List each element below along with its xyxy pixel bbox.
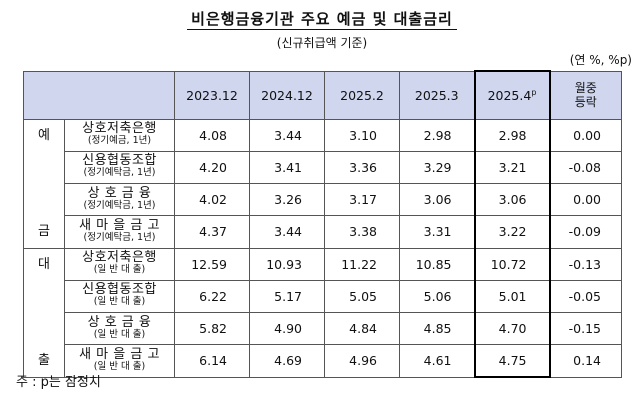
rate-cell: 11.22 [324, 247, 400, 281]
rate-cell: 3.38 [324, 215, 400, 249]
institution-cell: 상 호 금 융 (일 반 대 출) [64, 311, 175, 346]
institution-cell: 상 호 금 융 (정기예탁금, 1년) [64, 182, 175, 217]
rate-cell: 4.61 [399, 344, 475, 378]
rate-cell: 6.22 [174, 279, 250, 314]
change-cell: 0.00 [549, 118, 622, 152]
rate-cell: 4.69 [249, 344, 325, 378]
table-row: 예 금 상호저축은행 (정기예금, 1년) 4.08 3.44 3.10 2.98 2.98 0.… [23, 118, 622, 249]
table-row: 상 호 금 융 (정기예탁금, 1년) 4.02 3.26 3.17 3.06 3.06 0.… [24, 182, 622, 217]
footnote: 주 : p는 잠정치 [16, 375, 101, 390]
institution-product: (일 반 대 출) [93, 360, 146, 372]
institution-name: 상호저축은행 [82, 250, 157, 266]
table-row: 새 마 을 금 고 (정기예탁금, 1년) 4.37 3.44 3.38 3.31 3.22… [24, 215, 622, 249]
rate-cell: 3.36 [324, 150, 400, 185]
rate-cell: 4.84 [324, 311, 400, 346]
institution-product: (정기예탁금, 1년) [83, 199, 156, 211]
rate-cell: 3.21 [473, 150, 551, 185]
rate-cell: 10.93 [249, 247, 325, 281]
rate-cell: 3.22 [473, 215, 551, 249]
change-cell: 0.14 [549, 344, 622, 378]
change-cell: -0.05 [549, 279, 622, 314]
institution-cell: 새 마 을 금 고 (정기예탁금, 1년) [64, 215, 175, 249]
rate-cell: 6.14 [174, 344, 250, 378]
rate-cell: 5.05 [324, 279, 400, 314]
table-row: 신용협동조합 (일 반 대 출) 6.22 5.17 5.05 5.06 5.01 -0.05 [24, 279, 622, 314]
page-title: 비은행금융기관 주요 예금 및 대출금리 [0, 8, 644, 30]
change-cell: -0.09 [549, 215, 622, 249]
institution-name: 신용협동조합 [82, 153, 157, 169]
institution-name: 상호저축은행 [82, 121, 157, 137]
corner-cell [23, 70, 175, 120]
change-cell: -0.08 [549, 150, 622, 185]
rate-cell: 2.98 [473, 118, 551, 152]
institution-cell: 신용협동조합 (일 반 대 출) [64, 279, 175, 314]
rate-cell: 3.44 [249, 118, 325, 152]
rate-cell: 3.10 [324, 118, 400, 152]
institution-product: (일 반 대 출) [93, 296, 146, 308]
change-cell: -0.15 [549, 311, 622, 346]
institution-name: 새 마 을 금 고 [79, 217, 160, 233]
col-2024-12: 2024.12 [249, 70, 325, 120]
institution-name: 상 호 금 융 [87, 185, 152, 201]
header-row: 2023.12 2024.12 2025.2 2025.3 2025.4p 월중… [23, 70, 622, 120]
table-row: 신용협동조합 (정기예탁금, 1년) 4.20 3.41 3.36 3.29 3.21 -0.… [24, 150, 622, 185]
change-cell: -0.13 [549, 247, 622, 281]
rate-cell: 5.17 [249, 279, 325, 314]
table-row: 새 마 을 금 고 (일 반 대 출) 6.14 4.69 4.96 4.61 4.75 0.… [24, 344, 622, 379]
institution-cell: 신용협동조합 (정기예탁금, 1년) [64, 150, 175, 185]
institution-product: (일 반 대 출) [93, 264, 146, 276]
rate-cell: 4.85 [399, 311, 475, 346]
rate-cell: 3.29 [399, 150, 475, 185]
institution-cell: 상호저축은행 (일 반 대 출) [64, 247, 175, 281]
institution-product: (정기예탁금, 1년) [83, 167, 156, 179]
institution-cell: 새 마 을 금 고 (일 반 대 출) [64, 344, 175, 378]
col-2025-3: 2025.3 [399, 70, 475, 120]
rate-cell: 10.72 [473, 247, 551, 281]
rate-cell: 4.75 [473, 344, 551, 379]
rate-cell: 3.17 [324, 182, 400, 217]
rate-cell: 4.02 [174, 182, 250, 217]
institution-product: (일 반 대 출) [93, 328, 146, 340]
rate-cell: 4.70 [473, 311, 551, 346]
rate-cell: 4.96 [324, 344, 400, 378]
col-change: 월중 등락 [549, 70, 622, 120]
col-2023-12: 2023.12 [174, 70, 250, 120]
rate-cell: 3.06 [473, 182, 551, 217]
rate-cell: 5.06 [399, 279, 475, 314]
subtitle: (신규취급액 기준) [276, 36, 368, 50]
rate-cell: 2.98 [399, 118, 475, 152]
rate-cell: 5.82 [174, 311, 250, 346]
institution-product: (정기예탁금, 1년) [83, 231, 156, 243]
rate-cell: 4.20 [174, 150, 250, 185]
rate-cell: 10.85 [399, 247, 475, 281]
institution-name: 신용협동조합 [82, 282, 157, 298]
institution-name: 새 마 을 금 고 [79, 346, 160, 362]
rate-cell: 4.08 [174, 118, 250, 152]
unit-label: (연 %, %p) [569, 53, 632, 67]
change-cell: 0.00 [549, 182, 622, 217]
rate-cell: 4.37 [174, 215, 250, 249]
institution-cell: 상호저축은행 (정기예금, 1년) [64, 118, 175, 152]
rate-cell: 4.90 [249, 311, 325, 346]
rate-cell: 12.59 [174, 247, 250, 281]
institution-name: 상 호 금 융 [87, 314, 152, 330]
table-row: 대 출 상호저축은행 (일 반 대 출) 12.59 10.93 11.22 10.85 10.… [23, 247, 622, 378]
rate-cell: 3.06 [399, 182, 475, 217]
rates-table: 2023.12 2024.12 2025.2 2025.3 2025.4p 월중… [23, 70, 622, 379]
table-row: 상 호 금 융 (일 반 대 출) 5.82 4.90 4.84 4.85 4.70 -0.1… [24, 311, 622, 346]
rate-cell: 3.26 [249, 182, 325, 217]
rate-cell: 3.31 [399, 215, 475, 249]
rate-cell: 5.01 [473, 279, 551, 314]
col-2025-2: 2025.2 [324, 70, 400, 120]
prelim-mark: p [531, 87, 537, 97]
col-2025-4: 2025.4p [473, 70, 551, 120]
rate-cell: 3.41 [249, 150, 325, 185]
institution-product: (정기예금, 1년) [87, 135, 152, 147]
rate-cell: 3.44 [249, 215, 325, 249]
